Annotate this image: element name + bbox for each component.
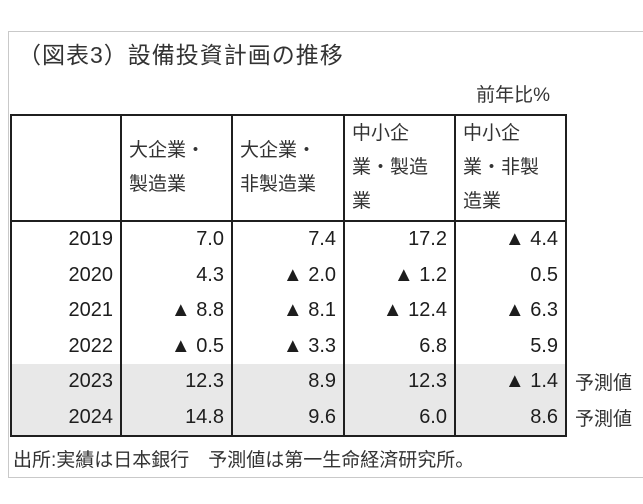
value-cell: 8.9 bbox=[231, 364, 344, 400]
column-header-sme-manufacturing: 中小企 業・製造 業 bbox=[343, 114, 456, 222]
value-cell: 0.5 bbox=[454, 257, 567, 293]
year-cell: 2019 bbox=[10, 221, 121, 258]
value-cell: 7.0 bbox=[120, 221, 232, 258]
value-cell: ▲ 1.2 bbox=[343, 257, 455, 293]
table-row: 2020 4.3 ▲ 2.0 ▲ 1.2 0.5 bbox=[10, 257, 638, 293]
value-cell: ▲ 8.8 bbox=[120, 293, 232, 329]
value-cell: ▲ 0.5 bbox=[120, 328, 232, 364]
value-cell: ▲ 4.4 bbox=[454, 221, 567, 258]
table-row-forecast: 2024 14.8 9.6 6.0 8.6 予測値 bbox=[10, 399, 638, 437]
value-cell: 4.3 bbox=[120, 257, 232, 293]
column-header-empty bbox=[10, 114, 122, 222]
value-cell: 6.8 bbox=[343, 328, 455, 364]
column-header-large-manufacturing: 大企業・ 製造業 bbox=[120, 114, 233, 222]
forecast-note: 予測値 bbox=[566, 399, 638, 436]
year-cell: 2020 bbox=[10, 257, 121, 293]
value-cell: ▲ 6.3 bbox=[454, 293, 567, 329]
capex-table: 大企業・ 製造業 大企業・ 非製造業 中小企 業・製造 業 中小企 業・非製 造… bbox=[10, 114, 639, 437]
table-row: 2022 ▲ 0.5 ▲ 3.3 6.8 5.9 bbox=[10, 328, 638, 364]
forecast-note bbox=[566, 221, 638, 258]
value-cell: ▲ 1.4 bbox=[454, 364, 567, 400]
value-cell: 6.0 bbox=[343, 399, 455, 437]
value-cell: 12.3 bbox=[343, 364, 455, 400]
table-row: 2019 7.0 7.4 17.2 ▲ 4.4 bbox=[10, 221, 638, 258]
value-cell: 17.2 bbox=[343, 221, 455, 258]
forecast-note bbox=[566, 328, 638, 364]
header-spacer bbox=[566, 115, 638, 221]
value-cell: 5.9 bbox=[454, 328, 567, 364]
year-cell: 2021 bbox=[10, 293, 121, 329]
header-row: 大企業・ 製造業 大企業・ 非製造業 中小企 業・製造 業 中小企 業・非製 造… bbox=[10, 114, 638, 222]
unit-label: 前年比% bbox=[476, 85, 550, 106]
column-header-sme-nonmanufacturing: 中小企 業・非製 造業 bbox=[454, 114, 567, 222]
value-cell: 7.4 bbox=[231, 221, 344, 258]
year-cell: 2022 bbox=[10, 328, 121, 364]
value-cell: ▲ 12.4 bbox=[343, 293, 455, 329]
figure-title: （図表3）設備投資計画の推移 bbox=[18, 42, 344, 68]
year-cell: 2023 bbox=[10, 364, 121, 400]
value-cell: 9.6 bbox=[231, 399, 344, 437]
forecast-note bbox=[566, 293, 638, 329]
table-row-forecast: 2023 12.3 8.9 12.3 ▲ 1.4 予測値 bbox=[10, 364, 638, 400]
value-cell: ▲ 3.3 bbox=[231, 328, 344, 364]
column-header-large-nonmanufacturing: 大企業・ 非製造業 bbox=[231, 114, 345, 222]
table-row: 2021 ▲ 8.8 ▲ 8.1 ▲ 12.4 ▲ 6.3 bbox=[10, 293, 638, 329]
forecast-note bbox=[566, 257, 638, 293]
forecast-note: 予測値 bbox=[566, 364, 638, 400]
value-cell: 12.3 bbox=[120, 364, 232, 400]
value-cell: 8.6 bbox=[454, 399, 567, 437]
year-cell: 2024 bbox=[10, 399, 121, 437]
source-note: 出所:実績は日本銀行 予測値は第一生命経済研究所。 bbox=[13, 450, 475, 471]
value-cell: ▲ 2.0 bbox=[231, 257, 344, 293]
value-cell: 14.8 bbox=[120, 399, 232, 437]
value-cell: ▲ 8.1 bbox=[231, 293, 344, 329]
